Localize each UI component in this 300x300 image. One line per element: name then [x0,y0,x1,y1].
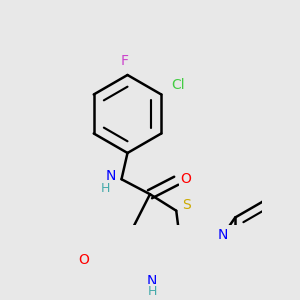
Text: N: N [218,229,228,242]
Text: H: H [100,182,110,195]
Text: O: O [180,172,191,186]
Text: H: H [148,285,157,298]
Text: F: F [121,55,128,68]
Text: Cl: Cl [171,79,184,92]
Text: N: N [147,274,158,288]
Text: S: S [182,198,191,212]
Text: O: O [78,253,89,267]
Text: N: N [106,169,116,183]
